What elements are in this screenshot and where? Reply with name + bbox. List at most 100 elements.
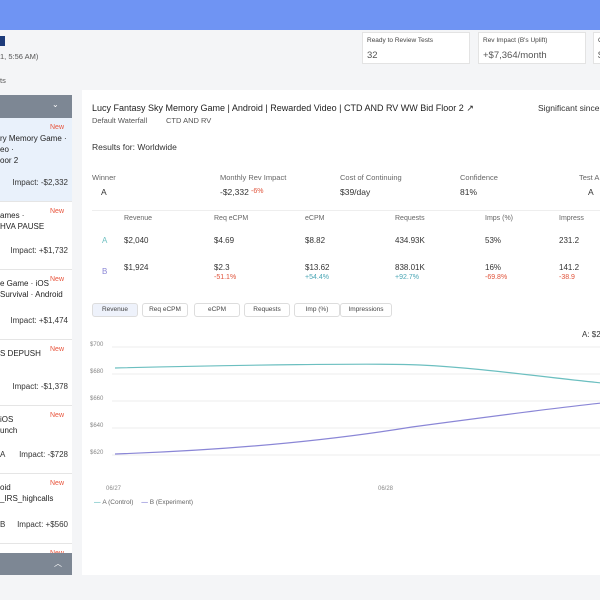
cell: 434.93K xyxy=(395,236,425,245)
legend: — A (Control) — B (Experiment) xyxy=(94,499,201,506)
chart-tab[interactable]: Imp (%) xyxy=(294,303,340,317)
metric-label: Monthly Rev Impact xyxy=(220,173,287,182)
sidebar-item[interactable]: New e Game · iOS Survival · Android Impact:… xyxy=(0,270,72,340)
cell: 16% xyxy=(485,263,502,272)
sidebar-item[interactable]: New xyxy=(0,544,72,553)
line-a xyxy=(114,363,600,384)
item-text: ry Memory Game · xyxy=(0,134,67,143)
chart-tab[interactable]: Revenue xyxy=(92,303,138,317)
item-impact: Impact: +$1,474 xyxy=(10,316,68,325)
item-text: unch xyxy=(0,426,18,435)
badge: New xyxy=(50,276,65,283)
cell: $8.82 xyxy=(305,236,326,245)
badge: New xyxy=(50,480,65,487)
metric-label: Test A xyxy=(579,173,600,182)
metric-value: 81% xyxy=(460,187,478,197)
sidebar-item[interactable]: New ames · HVA PAUSE Impact: +$1,732 xyxy=(0,202,72,270)
date: 1, 5:56 AM) xyxy=(0,52,39,61)
sidebar-header: ⌄ xyxy=(0,95,72,118)
metric-label: Confidence xyxy=(460,173,498,182)
y-tick-label: $640 xyxy=(90,423,104,429)
item-text: iOS xyxy=(0,415,14,424)
legend-label: B (Experiment) xyxy=(149,499,194,506)
stat-label: Rev Impact (B's Uplift) xyxy=(483,37,548,44)
item-impact: Impact: -$1,378 xyxy=(12,382,68,391)
table: Revenue Req eCPM eCPM Requests Imps (%) Impre… xyxy=(92,210,600,285)
chart xyxy=(112,346,600,456)
item-impact: Impact: -$728 xyxy=(19,450,68,459)
item-prefix: A xyxy=(0,450,6,459)
stat-label: Ready to Review Tests xyxy=(367,37,433,44)
cell-delta: +54.4% xyxy=(305,274,329,281)
y-tick-label: $700 xyxy=(90,342,104,348)
line-b xyxy=(114,402,600,455)
cell: 53% xyxy=(485,236,502,245)
item-text: oor 2 xyxy=(0,156,19,165)
stat-value: $ xyxy=(598,50,600,61)
stat-value: +$7,364/month xyxy=(483,50,547,61)
column-header: Imps (%) xyxy=(485,215,513,222)
legend-label: A (Control) xyxy=(102,499,134,506)
column-header: Requests xyxy=(395,215,425,222)
chart-note: A: $2 xyxy=(582,330,600,339)
sidebar-item[interactable]: New oid _IRS_highcalls B Impact: +$560 xyxy=(0,474,72,544)
significance: Significant since xyxy=(538,103,600,113)
chart-tab[interactable]: Requests xyxy=(244,303,290,317)
stat-card: C$ xyxy=(593,32,600,64)
x-tick-label: 06/27 xyxy=(106,486,122,492)
item-text: e Game · iOS xyxy=(0,279,49,288)
badge: New xyxy=(50,550,64,553)
item-prefix: B xyxy=(0,520,6,529)
chart-tab[interactable]: Impressions xyxy=(340,303,392,317)
item-text: ames · xyxy=(0,211,25,220)
legend-item: — B (Experiment) xyxy=(141,499,194,506)
y-tick-label: $660 xyxy=(90,396,104,402)
cell: $13.62 xyxy=(305,263,330,272)
top-bar xyxy=(0,0,600,30)
stat-card: Rev Impact (B's Uplift) +$7,364/month xyxy=(478,32,586,64)
item-impact: Impact: -$2,332 xyxy=(12,178,68,187)
stat-card: Ready to Review Tests 32 xyxy=(362,32,470,64)
metric-value: A xyxy=(101,187,107,197)
cell: 838.01K xyxy=(395,263,425,272)
badge: New xyxy=(50,346,65,353)
metric-delta: -6% xyxy=(251,188,264,195)
item-impact: Impact: +$1,732 xyxy=(10,246,68,255)
sidebar-item[interactable]: New S DEPUSH Impact: -$1,378 xyxy=(0,340,72,406)
item-text: oid xyxy=(0,483,11,492)
variant: A xyxy=(102,236,108,245)
stat-value: 32 xyxy=(367,50,378,61)
sidebar: New ry Memory Game · eo · oor 2 Impact: -$2,… xyxy=(0,118,72,553)
cell: $4.69 xyxy=(214,236,235,245)
y-tick-label: $620 xyxy=(90,450,104,456)
cell-delta: -38.9 xyxy=(559,274,575,281)
metric-value: A xyxy=(588,187,594,197)
sidebar-item[interactable]: New iOS unch A Impact: -$728 xyxy=(0,406,72,474)
item-text: eo · xyxy=(0,145,14,154)
cell-delta: -69.8% xyxy=(485,274,508,281)
chart-tab[interactable]: eCPM xyxy=(194,303,240,317)
chart-tab[interactable]: Req eCPM xyxy=(142,303,188,317)
test-title: Lucy Fantasy Sky Memory Game | Android |… xyxy=(92,103,474,113)
cell-delta: -51.1% xyxy=(214,274,237,281)
tab[interactable]: ts xyxy=(0,76,6,85)
x-tick-label: 06/28 xyxy=(378,486,394,492)
cell: $2,040 xyxy=(124,236,149,245)
cell-delta: +92.7% xyxy=(395,274,419,281)
badge: New xyxy=(50,208,65,215)
y-tick-label: $680 xyxy=(90,369,104,375)
item-text: Survival · Android xyxy=(0,290,63,299)
item-impact: Impact: +$560 xyxy=(17,520,68,529)
metric-value: -$2,332 xyxy=(220,187,249,197)
metric-label: Winner xyxy=(92,173,116,182)
main-panel: Lucy Fantasy Sky Memory Game | Android |… xyxy=(82,90,600,575)
badge: New xyxy=(50,412,65,419)
cell: 141.2 xyxy=(559,263,580,272)
metric-label: Cost of Continuing xyxy=(340,173,402,182)
title-fragment xyxy=(0,36,5,46)
item-text: HVA PAUSE xyxy=(0,222,45,231)
tag: Default Waterfall xyxy=(92,116,148,125)
sidebar-item[interactable]: New ry Memory Game · eo · oor 2 Impact: -$2,… xyxy=(0,118,72,202)
sidebar-footer: ︿ xyxy=(0,553,72,575)
